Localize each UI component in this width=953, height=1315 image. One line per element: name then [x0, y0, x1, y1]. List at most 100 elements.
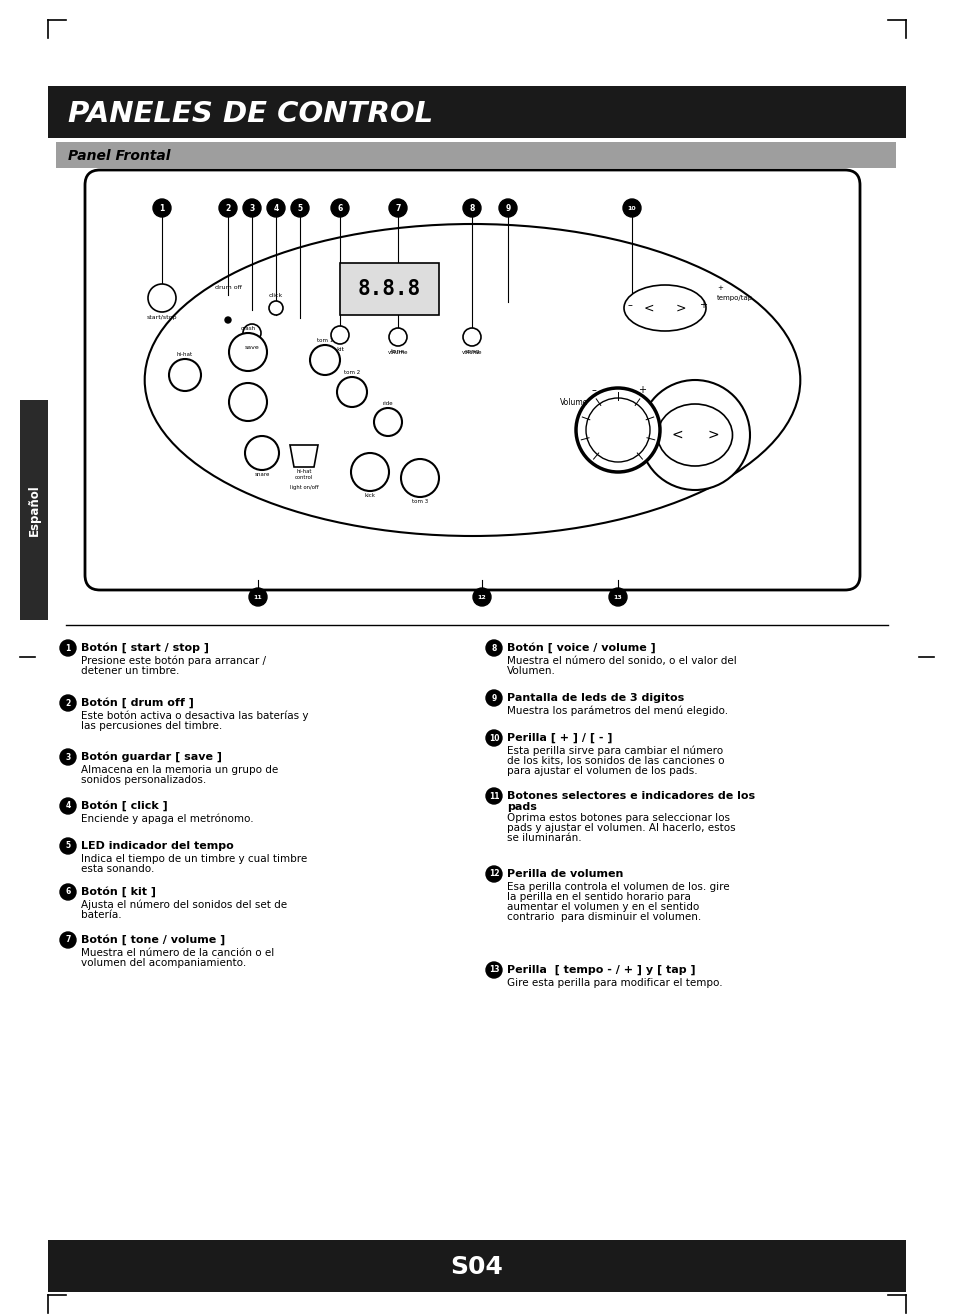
Text: 1: 1	[66, 643, 71, 652]
Text: volume: volume	[387, 350, 408, 355]
Circle shape	[152, 199, 171, 217]
Text: >: >	[675, 301, 685, 314]
Text: 4: 4	[66, 802, 71, 810]
Text: 8: 8	[491, 643, 497, 652]
Text: tom 3: tom 3	[412, 498, 428, 504]
Text: kit: kit	[335, 347, 344, 352]
Circle shape	[243, 323, 261, 342]
Circle shape	[245, 437, 278, 469]
Circle shape	[608, 588, 626, 606]
Text: +: +	[717, 285, 722, 291]
Text: 7: 7	[395, 204, 400, 213]
Circle shape	[585, 398, 649, 462]
Circle shape	[374, 408, 401, 437]
FancyBboxPatch shape	[48, 1240, 905, 1293]
Text: hi-hat
control: hi-hat control	[294, 469, 313, 480]
Text: 6: 6	[337, 204, 342, 213]
Circle shape	[225, 317, 231, 323]
Text: 2: 2	[225, 204, 231, 213]
Text: +: +	[699, 300, 706, 310]
Text: 3: 3	[66, 752, 71, 761]
FancyBboxPatch shape	[85, 170, 859, 590]
Text: Panel Frontal: Panel Frontal	[68, 149, 171, 163]
Text: Enciende y apaga el metrónomo.: Enciende y apaga el metrónomo.	[81, 814, 253, 825]
Text: 5: 5	[297, 204, 302, 213]
Circle shape	[473, 588, 491, 606]
Text: Botón guardar [ save ]: Botón guardar [ save ]	[81, 752, 222, 763]
Text: aumentar el volumen y en el sentido: aumentar el volumen y en el sentido	[506, 902, 699, 913]
Circle shape	[249, 588, 267, 606]
Text: Oprima estos botones para seleccionar los: Oprima estos botones para seleccionar lo…	[506, 813, 729, 823]
Circle shape	[331, 199, 349, 217]
Circle shape	[331, 326, 349, 345]
Circle shape	[269, 301, 283, 316]
Text: 6: 6	[66, 888, 71, 897]
Text: Este botón activa o desactiva las baterías y: Este botón activa o desactiva las baterí…	[81, 710, 308, 721]
Circle shape	[400, 459, 438, 497]
Circle shape	[389, 327, 407, 346]
Text: pads: pads	[506, 802, 537, 811]
Circle shape	[291, 199, 309, 217]
Circle shape	[243, 199, 261, 217]
Text: kick: kick	[364, 493, 375, 498]
Circle shape	[462, 327, 480, 346]
Text: 13: 13	[488, 965, 498, 974]
Text: crash: crash	[240, 326, 255, 331]
Text: >: >	[706, 427, 718, 442]
Text: 8: 8	[469, 204, 475, 213]
Text: Gire esta perilla para modificar el tempo.: Gire esta perilla para modificar el temp…	[506, 978, 721, 988]
Text: Muestra el número del sonido, o el valor del: Muestra el número del sonido, o el valor…	[506, 656, 736, 665]
Text: –: –	[627, 300, 632, 310]
Circle shape	[60, 750, 76, 765]
Text: 8.8.8: 8.8.8	[357, 279, 420, 299]
Text: pads y ajustar el volumen. Al hacerlo, estos: pads y ajustar el volumen. Al hacerlo, e…	[506, 823, 735, 832]
Circle shape	[485, 690, 501, 706]
Text: Presione este botón para arrancar /: Presione este botón para arrancar /	[81, 656, 266, 667]
FancyBboxPatch shape	[48, 85, 905, 138]
Text: save: save	[244, 345, 259, 350]
Text: 10: 10	[627, 205, 636, 210]
Text: esta sonando.: esta sonando.	[81, 864, 154, 874]
Text: 9: 9	[491, 693, 497, 702]
Text: drum off: drum off	[214, 285, 241, 291]
Circle shape	[60, 798, 76, 814]
Text: volumen del acompaniamiento.: volumen del acompaniamiento.	[81, 959, 246, 968]
Text: volume: volume	[461, 350, 482, 355]
Text: <: <	[643, 301, 654, 314]
Text: light on/off: light on/off	[290, 485, 318, 490]
Circle shape	[219, 199, 236, 217]
Text: Volumen.: Volumen.	[506, 665, 556, 676]
Text: hi-hat: hi-hat	[176, 352, 193, 356]
Text: 5: 5	[66, 842, 71, 851]
Text: 11: 11	[253, 594, 262, 600]
Text: S04: S04	[450, 1255, 503, 1279]
Text: start/stop: start/stop	[147, 316, 177, 320]
Ellipse shape	[623, 285, 705, 331]
Text: Botón [ kit ]: Botón [ kit ]	[81, 886, 156, 897]
Text: 4: 4	[274, 204, 278, 213]
Text: las percusiones del timbre.: las percusiones del timbre.	[81, 721, 222, 731]
FancyBboxPatch shape	[339, 263, 438, 316]
Text: Botón [ tone / volume ]: Botón [ tone / volume ]	[81, 935, 225, 945]
Text: 12: 12	[488, 869, 498, 878]
Text: Esa perilla controla el volumen de los. gire: Esa perilla controla el volumen de los. …	[506, 882, 729, 892]
Text: Indica el tiempo de un timbre y cual timbre: Indica el tiempo de un timbre y cual tim…	[81, 853, 307, 864]
Text: Español: Español	[28, 484, 40, 537]
Text: para ajustar el volumen de los pads.: para ajustar el volumen de los pads.	[506, 767, 697, 776]
Circle shape	[148, 284, 175, 312]
Text: 7: 7	[65, 935, 71, 944]
Text: tempo/tap: tempo/tap	[717, 295, 752, 301]
Text: contrario  para disminuir el volumen.: contrario para disminuir el volumen.	[506, 913, 700, 922]
Text: 11: 11	[488, 792, 498, 801]
Circle shape	[336, 377, 367, 408]
Text: batería.: batería.	[81, 910, 121, 920]
Text: la perilla en el sentido horario para: la perilla en el sentido horario para	[506, 892, 690, 902]
Text: Pantalla de leds de 3 digitos: Pantalla de leds de 3 digitos	[506, 693, 683, 704]
Ellipse shape	[145, 224, 800, 537]
Text: click: click	[269, 293, 283, 299]
Text: Volume: Volume	[559, 397, 587, 406]
Text: Botón [ start / stop ]: Botón [ start / stop ]	[81, 643, 209, 654]
Text: Perilla [ + ] / [ - ]: Perilla [ + ] / [ - ]	[506, 732, 612, 743]
Text: Muestra el número de la canción o el: Muestra el número de la canción o el	[81, 948, 274, 959]
Text: song: song	[464, 348, 479, 354]
